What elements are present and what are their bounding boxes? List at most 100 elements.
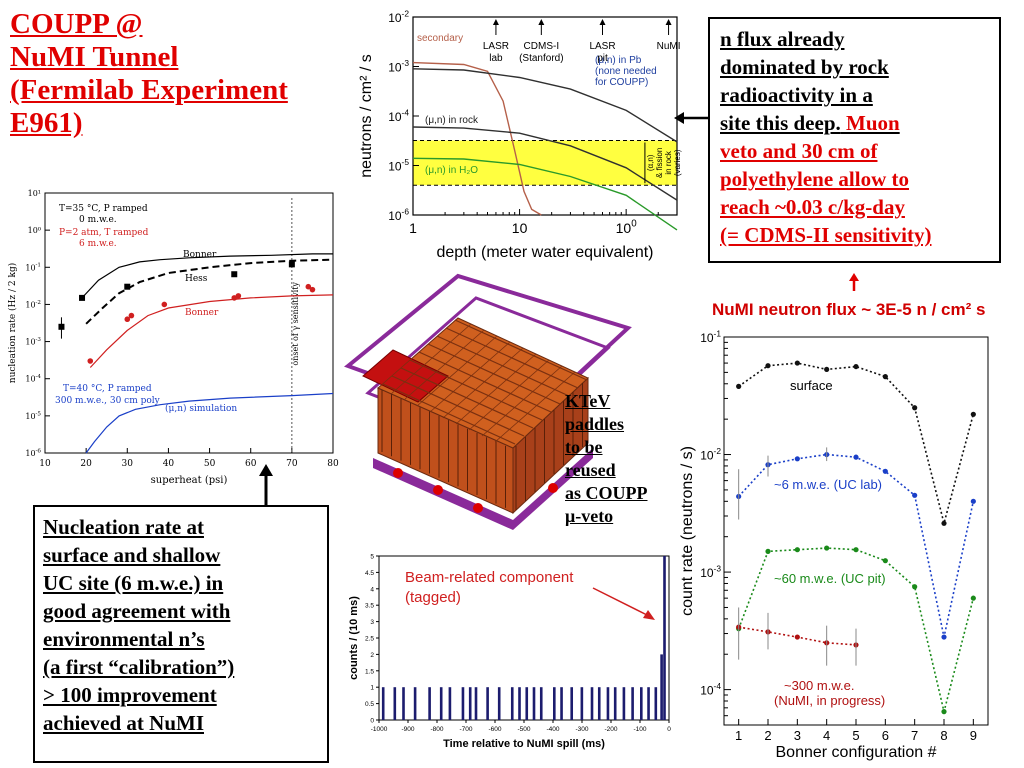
- x-tick-label: 100: [616, 219, 638, 236]
- x-tick-label: 2: [764, 728, 771, 743]
- histogram-bin: [381, 687, 385, 720]
- band-label: & fission: [655, 148, 664, 178]
- series-line-1: [412, 68, 678, 143]
- title-line: COUPP @: [10, 8, 143, 40]
- note-line: T=40 °C, P ramped: [63, 384, 152, 394]
- data-point: [853, 363, 859, 370]
- background-band: [413, 140, 677, 186]
- marker-label: LASR: [589, 41, 615, 52]
- x-tick-label: -300: [575, 726, 588, 733]
- red-up-arrow: [849, 273, 859, 291]
- x-axis-label: Time relative to NuMI spill (ms): [443, 738, 605, 750]
- x-tick-label: -200: [604, 726, 617, 733]
- y-tick-label: 10-1: [700, 329, 721, 345]
- data-point: [235, 293, 242, 299]
- box-line: good agreement with: [43, 599, 231, 623]
- data-point: [309, 286, 316, 293]
- y-tick-label: 10-2: [388, 9, 409, 25]
- x-tick-label: -700: [459, 726, 472, 733]
- ktev-line: reused: [565, 460, 616, 480]
- data-point: [794, 547, 800, 553]
- band-label: (varies): [673, 149, 682, 176]
- box-line: (= CDMS-II sensitivity): [720, 223, 932, 247]
- box-line: environmental n’s: [43, 627, 205, 651]
- histogram-bin: [448, 687, 452, 720]
- box-line: surface and shallow: [43, 543, 221, 567]
- y-tick-label: 1: [370, 685, 374, 692]
- histogram-bin: [518, 687, 521, 720]
- box-line: dominated by rock: [720, 55, 889, 79]
- histogram-bin: [539, 687, 543, 720]
- series-line-3: [412, 157, 678, 231]
- plot-frame: [378, 555, 670, 721]
- x-tick-label: -800: [430, 726, 443, 733]
- x-tick-label: 9: [970, 728, 977, 743]
- data-point: [882, 558, 888, 564]
- x-tick-label: 30: [122, 459, 134, 469]
- ktev-line: as COUPP: [565, 483, 648, 503]
- series-line-0: [412, 61, 542, 216]
- y-tick-label: 1.5: [365, 668, 374, 675]
- histogram-bin: [590, 687, 594, 720]
- box-line: Nucleation rate at: [43, 515, 204, 539]
- data-point: [87, 358, 94, 364]
- histogram-bin: [510, 687, 514, 720]
- data-point: [824, 366, 830, 373]
- x-tick-label: -500: [517, 726, 530, 733]
- x-tick-label: 80: [327, 459, 339, 469]
- x-tick-label: 0: [667, 726, 671, 733]
- y-tick-label: 10-3: [388, 58, 409, 74]
- data-point: [882, 374, 888, 380]
- box-line: > 100 improvement: [43, 683, 217, 707]
- y-tick-label: 10-4: [700, 681, 721, 697]
- data-point: [128, 312, 135, 319]
- series-label: surface: [790, 378, 833, 393]
- depth-chart: 1 10 100 10-6 10-5 10-4 10-3 10-2 depth (meter w…: [358, 9, 682, 261]
- curve-label: Hess: [185, 274, 208, 284]
- x-tick-label: 10: [39, 459, 51, 469]
- histogram-bin: [486, 687, 489, 720]
- title-line: (Fermilab Experiment: [10, 74, 288, 106]
- y-tick-label: 10-4: [388, 108, 409, 124]
- note-line: 300 m.w.e., 30 cm poly: [55, 396, 161, 406]
- curve-label: Bonner: [183, 250, 217, 260]
- x-tick-label: -900: [401, 726, 414, 733]
- y-axis-label: nucleation rate (Hz / 2 kg): [7, 263, 18, 383]
- arrow-to-nucleation-chart: [259, 464, 273, 506]
- ktev-line: μ-veto: [565, 506, 614, 526]
- box-line: n flux already: [720, 27, 845, 51]
- data-point: [912, 492, 918, 498]
- series-label: (μ,n) in Pb: [595, 55, 642, 66]
- data-point: [941, 520, 947, 526]
- series-label: ~6 m.w.e. (UC lab): [774, 477, 882, 492]
- series-label: (μ,n) in H₂O: [425, 165, 478, 176]
- numi-flux-title: NuMI neutron flux ~ 3E-5 n / cm² s: [712, 300, 986, 319]
- y-tick-label: 3.5: [365, 603, 374, 610]
- marker-arrowhead: [538, 19, 545, 25]
- data-point: [231, 271, 238, 278]
- data-point: [912, 405, 918, 411]
- y-tick-label: 10¹: [28, 189, 41, 198]
- series-label: (NuMI, in progress): [774, 693, 885, 708]
- data-point: [161, 301, 168, 308]
- x-tick-label: -100: [633, 726, 646, 733]
- histogram-bin: [631, 687, 634, 720]
- histogram-bin: [402, 687, 405, 720]
- annotation-arrow: [592, 587, 650, 617]
- y-tick-label: 10⁰: [28, 226, 41, 235]
- top-paddle-edge: [409, 359, 543, 421]
- y-tick-label: 10-5: [25, 411, 41, 421]
- top-paddle-edge: [416, 335, 498, 407]
- ktev-label: KTeV paddles to be reused as COUPP μ-vet…: [565, 390, 665, 528]
- histogram-bin: [439, 687, 443, 720]
- series-line-0: [738, 362, 975, 527]
- data-point: [124, 316, 131, 323]
- band-label: in rock: [664, 150, 673, 175]
- data-point: [970, 498, 976, 504]
- top-paddle-edge: [468, 359, 550, 431]
- data-point: [970, 411, 976, 417]
- top-paddle-edge: [455, 353, 537, 425]
- box-text-red: Muon: [846, 111, 900, 135]
- histogram-bin: [560, 687, 563, 720]
- top-paddle-edge: [481, 365, 563, 437]
